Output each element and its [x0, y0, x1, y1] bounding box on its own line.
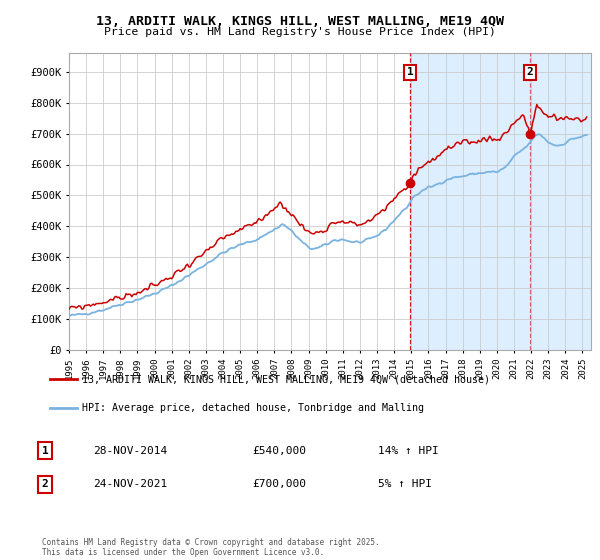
- Text: 14% ↑ HPI: 14% ↑ HPI: [378, 446, 439, 456]
- Text: 1: 1: [41, 446, 49, 456]
- Text: Price paid vs. HM Land Registry's House Price Index (HPI): Price paid vs. HM Land Registry's House …: [104, 27, 496, 37]
- Bar: [410, 53, 591, 350]
- Text: 1: 1: [407, 68, 413, 77]
- Text: HPI: Average price, detached house, Tonbridge and Malling: HPI: Average price, detached house, Tonb…: [82, 403, 424, 413]
- Text: Contains HM Land Registry data © Crown copyright and database right 2025.
This d: Contains HM Land Registry data © Crown c…: [42, 538, 380, 557]
- Text: 13, ARDITI WALK, KINGS HILL, WEST MALLING, ME19 4QW (detached house): 13, ARDITI WALK, KINGS HILL, WEST MALLIN…: [82, 374, 490, 384]
- Text: 24-NOV-2021: 24-NOV-2021: [93, 479, 167, 489]
- Text: £700,000: £700,000: [252, 479, 306, 489]
- Text: 2: 2: [41, 479, 49, 489]
- Text: 2: 2: [526, 68, 533, 77]
- Text: £540,000: £540,000: [252, 446, 306, 456]
- Text: 28-NOV-2014: 28-NOV-2014: [93, 446, 167, 456]
- Text: 13, ARDITI WALK, KINGS HILL, WEST MALLING, ME19 4QW: 13, ARDITI WALK, KINGS HILL, WEST MALLIN…: [96, 15, 504, 28]
- Text: 5% ↑ HPI: 5% ↑ HPI: [378, 479, 432, 489]
